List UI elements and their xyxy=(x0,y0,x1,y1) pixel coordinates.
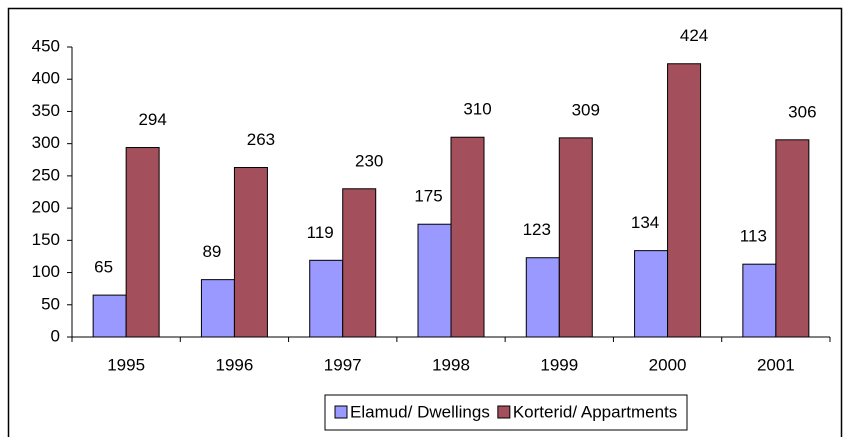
bar xyxy=(634,250,669,338)
y-tick-label: 250 xyxy=(32,165,60,184)
legend-label: Elamud/ Dwellings xyxy=(350,402,490,421)
bar xyxy=(233,167,268,338)
legend-label: Korterid/ Appartments xyxy=(513,402,677,421)
data-label: 309 xyxy=(572,100,600,119)
data-label: 263 xyxy=(247,130,275,149)
data-label: 89 xyxy=(202,242,221,261)
chart-border xyxy=(7,7,843,437)
bar xyxy=(450,136,485,338)
bar xyxy=(417,223,452,338)
y-tick-label: 350 xyxy=(32,101,60,120)
data-label: 65 xyxy=(94,258,113,277)
x-tick-label: 1998 xyxy=(432,355,470,374)
data-label: 306 xyxy=(788,102,816,121)
y-tick-label: 150 xyxy=(32,230,60,249)
bar xyxy=(342,188,377,338)
bar xyxy=(558,137,593,338)
data-label: 294 xyxy=(138,110,166,129)
data-label: 310 xyxy=(463,100,491,119)
data-label: 119 xyxy=(307,223,334,242)
y-tick-label: 0 xyxy=(51,326,60,345)
legend-swatch xyxy=(334,405,348,419)
x-tick-label: 1999 xyxy=(540,355,578,374)
bar xyxy=(309,259,344,338)
bar xyxy=(525,257,560,338)
y-tick-label: 300 xyxy=(32,133,60,152)
legend-swatch xyxy=(497,405,511,419)
y-tick-label: 50 xyxy=(41,294,60,313)
bar xyxy=(200,279,235,338)
data-label: 230 xyxy=(355,151,383,170)
data-label: 113 xyxy=(740,227,767,246)
x-tick-label: 2000 xyxy=(649,355,687,374)
bar xyxy=(92,294,127,338)
bar xyxy=(125,147,160,338)
bar xyxy=(667,63,702,338)
bar xyxy=(742,263,777,338)
y-tick-label: 100 xyxy=(32,262,60,281)
data-label: 424 xyxy=(680,26,708,45)
y-tick-label: 400 xyxy=(32,69,60,88)
data-label: 175 xyxy=(414,187,442,206)
x-tick-label: 2001 xyxy=(757,355,795,374)
x-tick-label: 1996 xyxy=(216,355,254,374)
data-label: 134 xyxy=(631,213,659,232)
x-tick-label: 1995 xyxy=(107,355,145,374)
x-tick-label: 1997 xyxy=(324,355,362,374)
data-label: 123 xyxy=(523,220,551,239)
y-tick-label: 450 xyxy=(32,36,60,55)
bar xyxy=(775,139,810,338)
y-tick-label: 200 xyxy=(32,198,60,217)
